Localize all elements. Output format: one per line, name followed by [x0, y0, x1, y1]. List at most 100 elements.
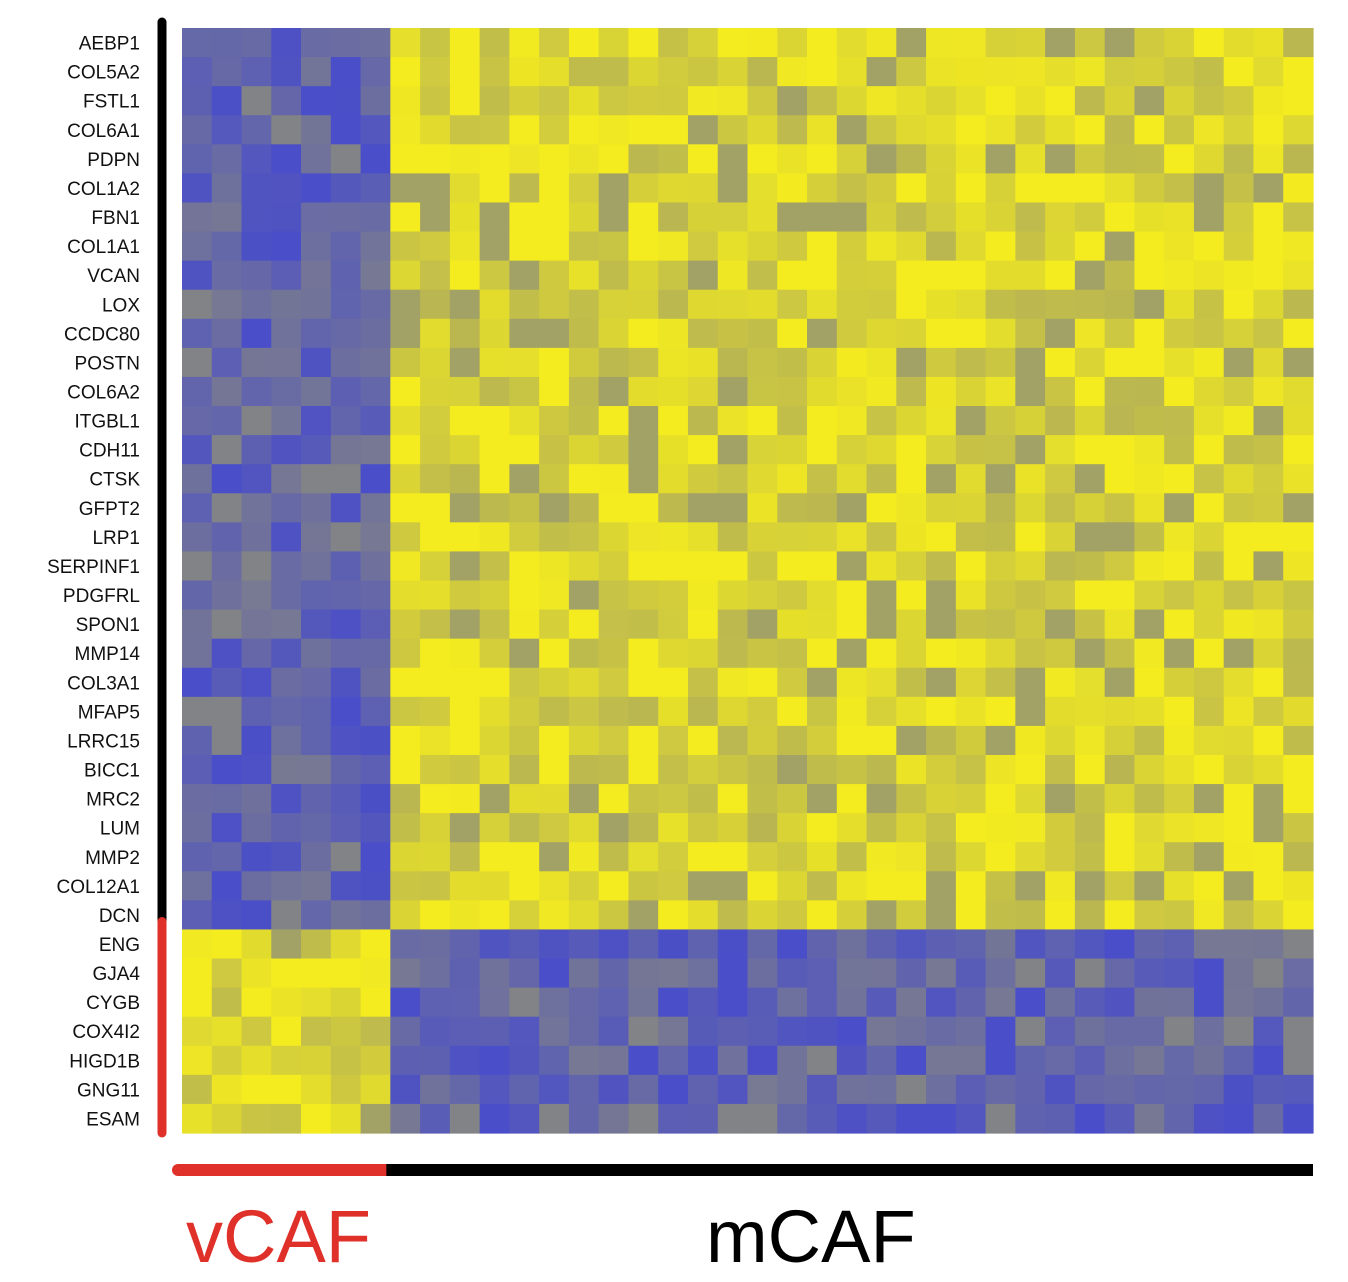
heatmap-cell [628, 871, 659, 901]
heatmap-cell [241, 725, 272, 756]
heatmap-cell [1015, 347, 1046, 378]
heatmap-cell [1223, 638, 1255, 669]
heatmap-cell [509, 580, 540, 611]
heatmap-cell [747, 638, 778, 669]
heatmap-cell [1134, 28, 1165, 58]
heatmap-cell [1074, 1103, 1106, 1134]
heatmap-cell [301, 871, 332, 901]
heatmap-cell [390, 376, 421, 407]
heatmap-cell [301, 784, 332, 814]
heatmap-cell [1283, 725, 1314, 756]
heatmap-cell [330, 260, 362, 291]
heatmap-cell [628, 609, 659, 640]
heatmap-cell [301, 1016, 332, 1047]
heatmap-cell [896, 260, 927, 291]
heatmap-cell [598, 202, 630, 233]
heatmap-cell [1104, 987, 1136, 1018]
heatmap-cell [241, 900, 272, 931]
heatmap-cell [1104, 289, 1136, 320]
heatmap-cell [211, 609, 243, 640]
heatmap-cell [449, 144, 481, 174]
heatmap-cell [360, 900, 391, 931]
heatmap-cell [182, 696, 213, 727]
heatmap-cell [420, 376, 451, 407]
heatmap-cell [271, 667, 302, 698]
heatmap-cell [1223, 551, 1255, 582]
heatmap-cell [777, 406, 808, 436]
heatmap-cell [985, 813, 1016, 843]
group-bars [157, 17, 1313, 1176]
heatmap-cell [390, 813, 421, 843]
heatmap-cell [390, 551, 421, 582]
heatmap-cell [420, 580, 451, 611]
heatmap-cell [479, 929, 510, 960]
heatmap-cell [955, 28, 987, 58]
heatmap-cell [1045, 842, 1076, 872]
heatmap-cell [687, 144, 719, 174]
heatmap-cell [449, 580, 481, 611]
heatmap-cell [330, 464, 362, 494]
heatmap-cell [479, 115, 510, 145]
heatmap-cell [985, 1016, 1016, 1047]
heatmap-cell [330, 813, 362, 843]
heatmap-cell [717, 260, 749, 291]
heatmap-cell [1134, 900, 1165, 931]
heatmap-cell [1253, 929, 1284, 960]
heatmap-cell [896, 1074, 927, 1105]
heatmap-cell [1283, 406, 1314, 436]
heatmap-cell [330, 289, 362, 320]
heatmap-cell [271, 754, 302, 785]
heatmap-cell [836, 609, 868, 640]
heatmap-cell [598, 1074, 630, 1105]
heatmap-cell [985, 376, 1016, 407]
heatmap-cell [509, 1074, 540, 1105]
heatmap-cell [896, 231, 927, 262]
heatmap-cell [509, 318, 540, 349]
heatmap-cell [390, 493, 421, 523]
heatmap-cell [1104, 522, 1136, 553]
heatmap-cell [211, 1045, 243, 1076]
heatmap-cell [658, 1074, 689, 1105]
heatmap-cell [807, 376, 838, 407]
heatmap-cell [836, 318, 868, 349]
heatmap-cell [1223, 289, 1255, 320]
heatmap-cell [568, 1103, 600, 1134]
heatmap-cell [807, 493, 838, 523]
heatmap-cell [747, 115, 778, 145]
heatmap-cell [390, 1074, 421, 1105]
heatmap-cell [1283, 493, 1314, 523]
heatmap-cell [1134, 754, 1165, 785]
heatmap-cell [717, 1103, 749, 1134]
heatmap-cell [687, 609, 719, 640]
heatmap-cell [211, 929, 243, 960]
heatmap-cell [1045, 289, 1076, 320]
heatmap-cell [866, 493, 897, 523]
heatmap-cell [1045, 784, 1076, 814]
heatmap-cell [271, 1074, 302, 1105]
heatmap-cell [360, 57, 391, 87]
heatmap-cell [1253, 202, 1284, 233]
heatmap-cell [1134, 580, 1165, 611]
heatmap-cell [658, 260, 689, 291]
heatmap-cell [1134, 144, 1165, 174]
heatmap-cell [330, 551, 362, 582]
heatmap-cell [1134, 929, 1165, 960]
heatmap-cell [985, 115, 1016, 145]
heatmap-cell [777, 144, 808, 174]
heatmap-cell [241, 376, 272, 407]
heatmap-cell [390, 958, 421, 989]
heatmap-cell [687, 435, 719, 465]
row-label-lrrc15: LRRC15 [67, 731, 140, 752]
heatmap-cell [1253, 144, 1284, 174]
heatmap-cell [896, 522, 927, 553]
heatmap-cell [449, 900, 481, 931]
heatmap-cell [479, 318, 510, 349]
heatmap-cell [955, 958, 987, 989]
heatmap-cell [241, 638, 272, 669]
heatmap-cell [509, 609, 540, 640]
heatmap-cell [747, 871, 778, 901]
heatmap-cell [717, 725, 749, 756]
heatmap-cell [1283, 144, 1314, 174]
heatmap-cell [747, 318, 778, 349]
heatmap-cell [301, 842, 332, 872]
